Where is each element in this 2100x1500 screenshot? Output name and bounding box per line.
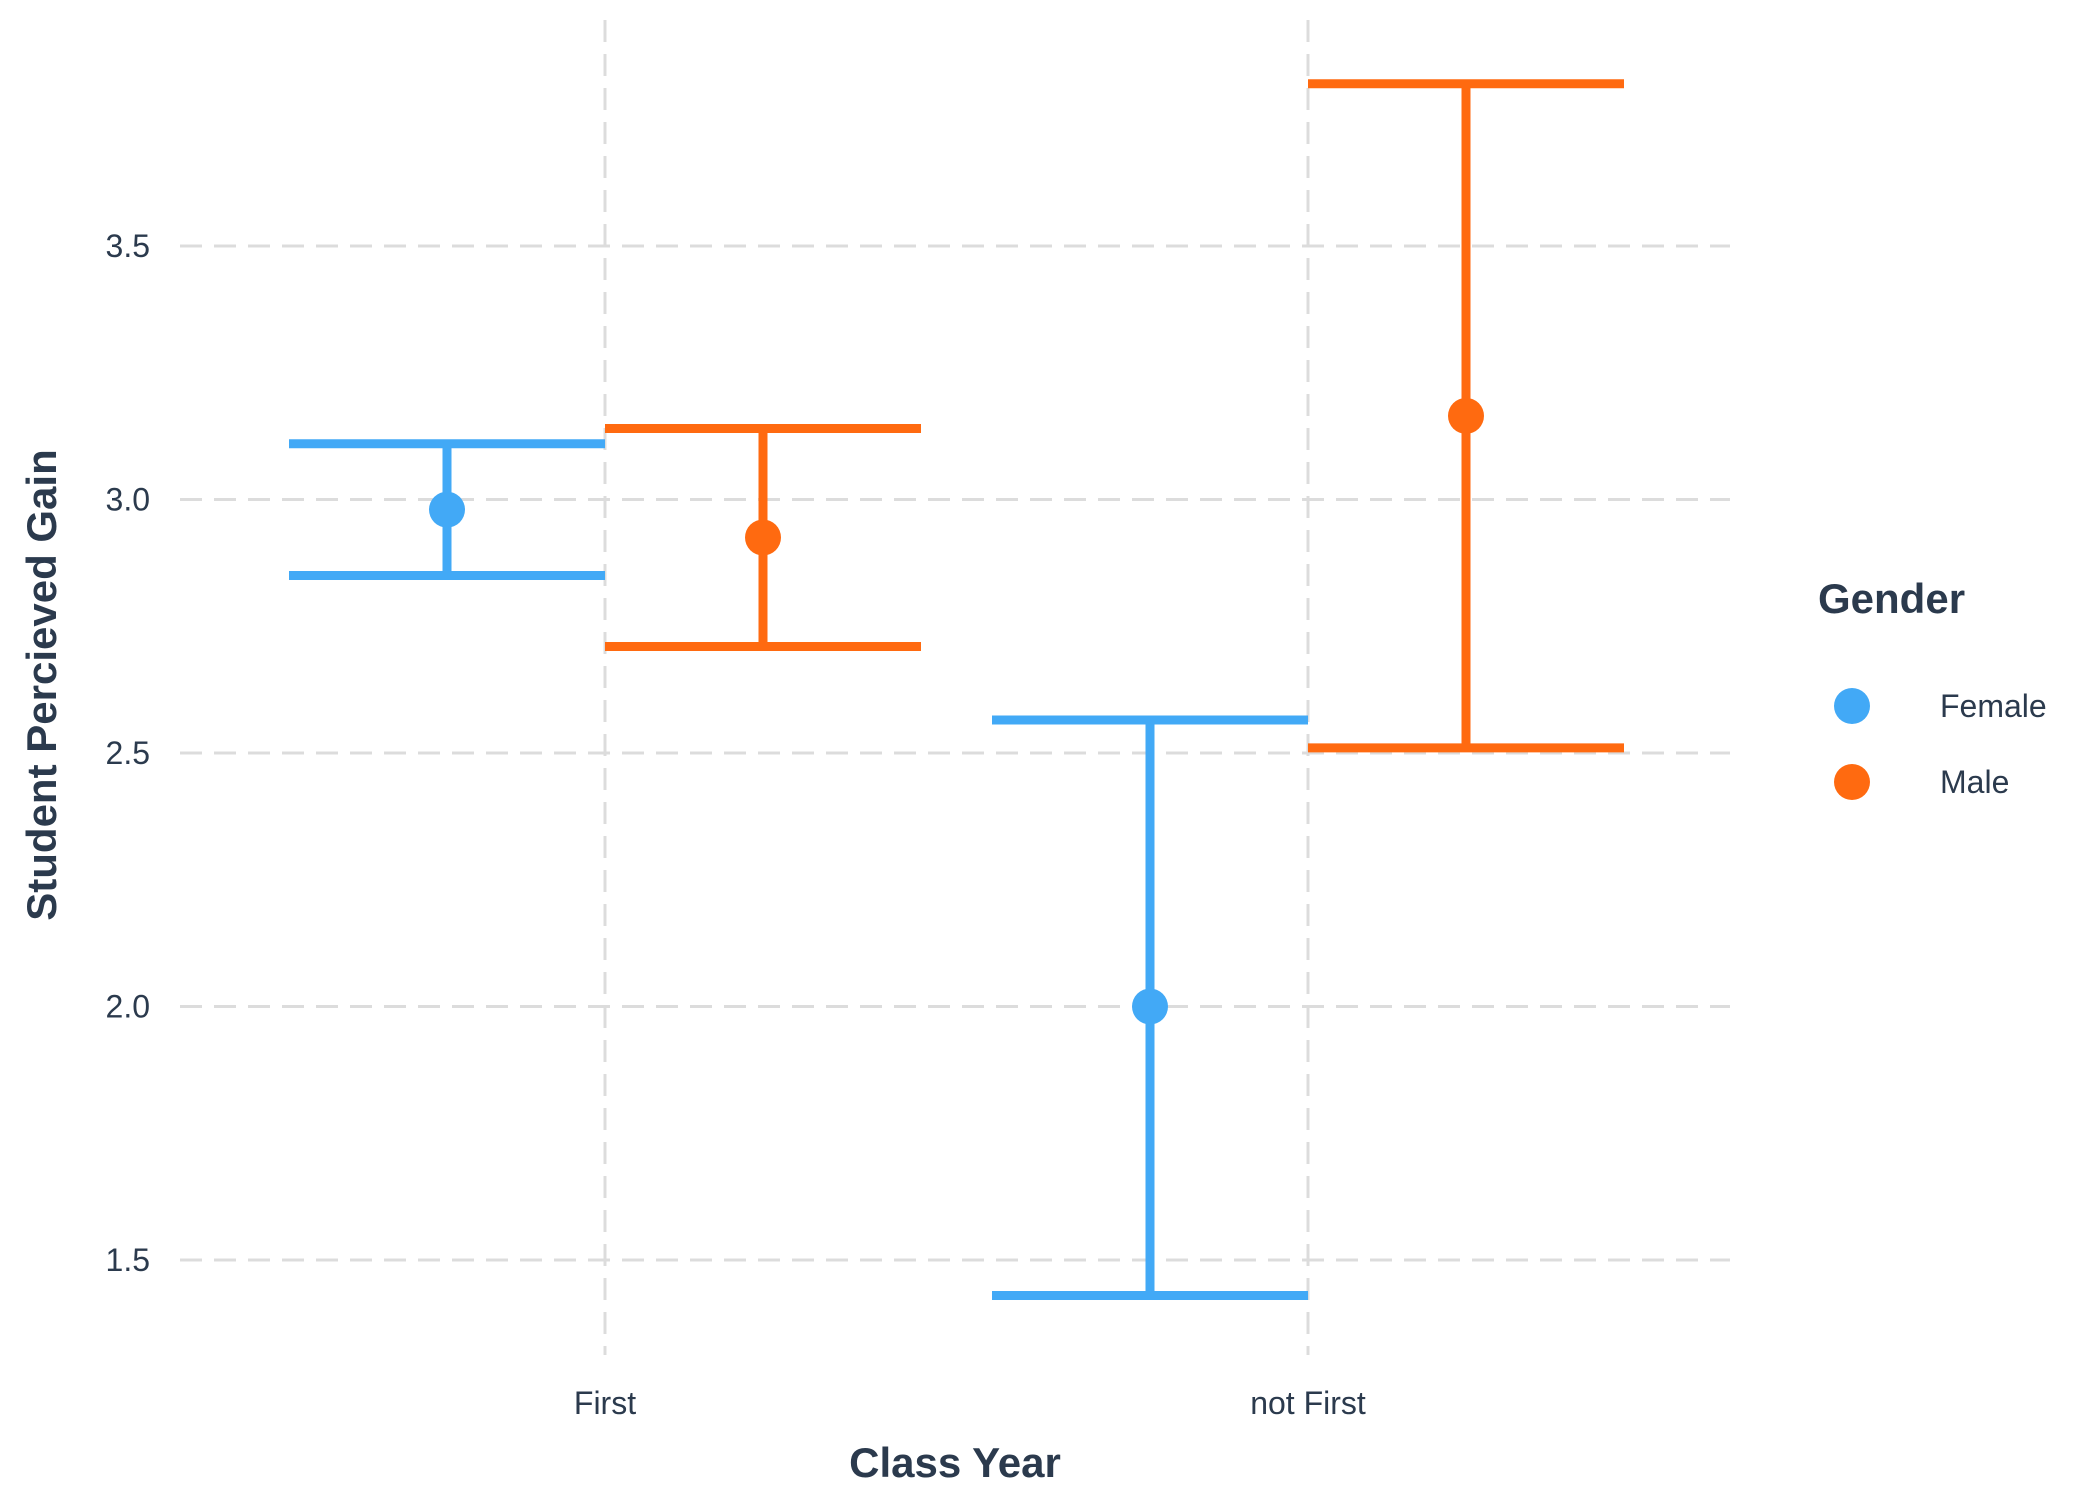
y-tick-label: 3.0 [106,482,150,518]
legend-key-female [1834,688,1870,724]
mean-point [745,519,781,556]
mean-point [429,491,465,528]
error-bar-female-not-first [992,715,1308,1300]
grid-lines [180,20,1730,1355]
y-axis-tick-labels: 1.5 2.0 2.5 3.0 3.5 [106,228,150,1278]
y-tick-label: 3.5 [106,228,150,264]
legend: Gender Female Male [1818,575,2047,800]
y-tick-label: 1.5 [106,1242,150,1278]
error-bar-female-first [289,439,605,581]
y-tick-label: 2.5 [106,735,150,771]
x-tick-label: not First [1250,1385,1366,1421]
mean-point [1448,397,1484,434]
legend-title: Gender [1818,575,1965,622]
legend-key-male [1834,764,1870,800]
legend-label-male: Male [1940,764,2009,800]
x-axis-title: Class Year [849,1439,1061,1486]
mean-point [1132,988,1168,1025]
error-bar-male-first [605,424,921,652]
x-tick-label: First [574,1385,636,1421]
y-tick-label: 2.0 [106,989,150,1025]
error-bar-marks [289,79,1624,1300]
x-axis-tick-labels: First not First [574,1385,1366,1421]
y-axis-title: Student Percieved Gain [18,449,65,920]
legend-label-female: Female [1940,688,2047,724]
legend-items: Female Male [1834,688,2047,800]
error-bar-male-not-first [1308,79,1624,753]
